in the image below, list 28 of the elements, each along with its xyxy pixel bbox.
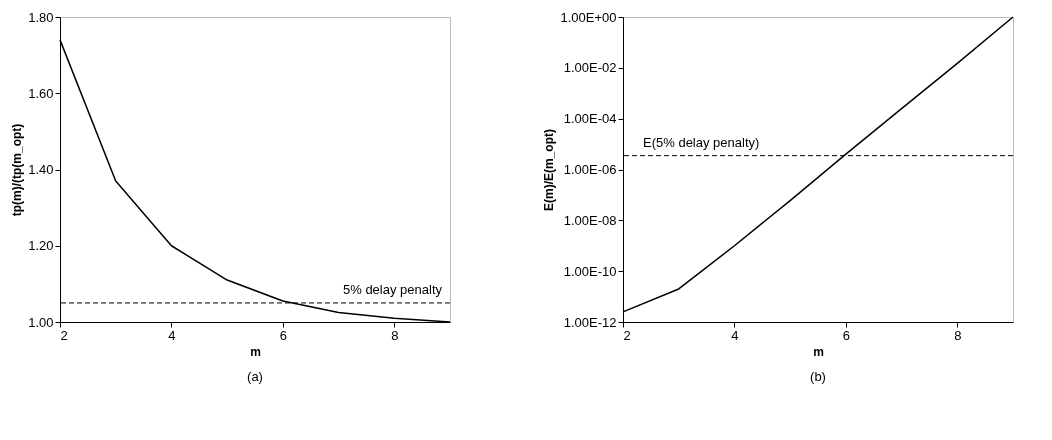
y-tick-label: 1.00E-08 — [563, 212, 617, 228]
x-axis-title: m — [813, 344, 824, 359]
y-tick-label: 1.40 — [28, 162, 54, 177]
y-tick-label: 1.00E-06 — [563, 162, 617, 177]
text: (b) — [810, 369, 826, 384]
y-tick-label: 1.00E-02 — [563, 60, 617, 76]
ref-line-label: 5% delay penalty — [342, 281, 443, 297]
x-tick-label: 6 — [842, 327, 850, 343]
y-axis-title: tp(m)/(tp(m_opt) — [10, 123, 25, 217]
y-tick-label: 1.20 — [28, 238, 54, 254]
y-tick-label: 1.00E-10 — [563, 263, 617, 279]
text: (a) — [247, 369, 263, 384]
x-tick-label: 8 — [954, 327, 962, 343]
x-tick-label: 4 — [731, 327, 739, 343]
x-tick-label: 2 — [623, 327, 631, 343]
y-tick-label: 1.80 — [28, 9, 54, 25]
y-tick-label: 1.60 — [28, 85, 54, 101]
ref-line-label: E(5% delay penalty) — [643, 134, 760, 150]
y-tick-label: 1.00E+00 — [560, 9, 617, 25]
y-axis-title: E(m)/E(m_opt) — [542, 129, 557, 211]
y-tick-label: 1.00E-12 — [563, 314, 617, 330]
x-tick-label: 8 — [391, 327, 399, 343]
x-tick-label: 4 — [168, 327, 176, 343]
y-tick-label: 1.00E-04 — [563, 111, 617, 127]
x-axis-title: m — [250, 344, 261, 359]
x-tick-label: 6 — [279, 327, 287, 343]
y-tick-label: 1.00 — [28, 314, 54, 330]
x-tick-label: 2 — [60, 327, 68, 343]
